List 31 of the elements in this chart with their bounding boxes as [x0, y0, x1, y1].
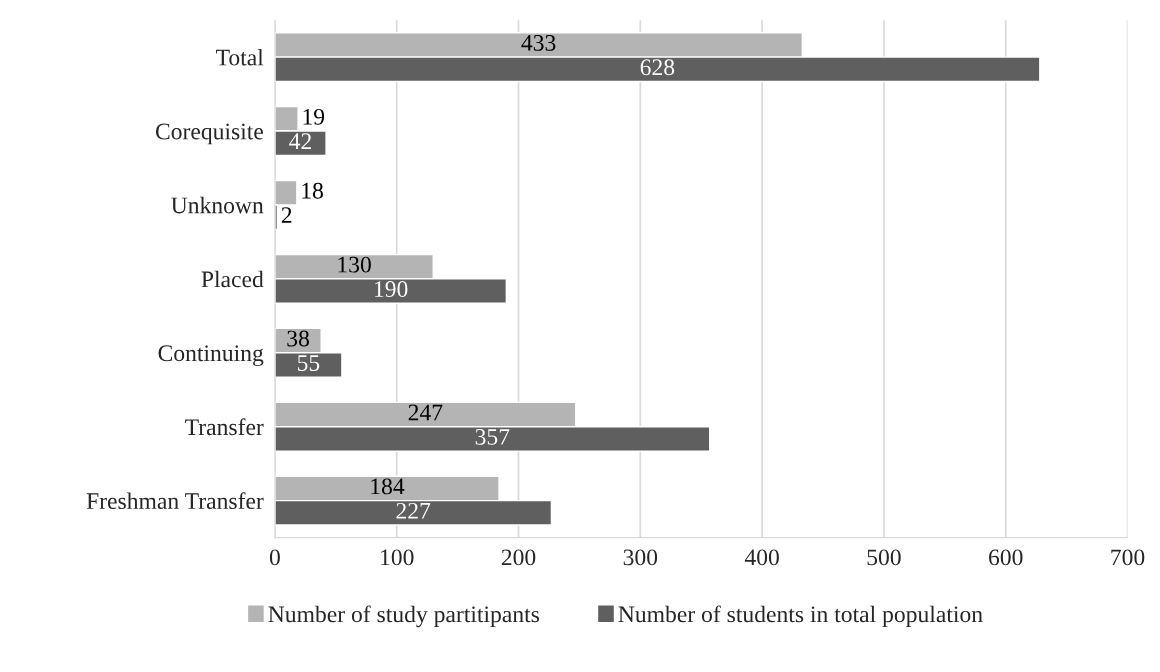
- y-tick-label: Freshman Transfer: [86, 492, 264, 510]
- x-tick-label: 200: [501, 549, 536, 566]
- data-label: 628: [640, 59, 675, 76]
- y-tick-label: Total: [216, 48, 264, 66]
- x-tick-label: 400: [744, 549, 779, 566]
- y-tick-label: Unknown: [171, 196, 264, 214]
- data-label: 247: [408, 404, 443, 421]
- data-label: 184: [371, 478, 405, 495]
- data-label: 357: [475, 428, 510, 445]
- data-label: 130: [338, 256, 371, 273]
- data-label: 42: [289, 133, 311, 149]
- data-label: 227: [396, 502, 431, 519]
- y-tick-label: Corequisite: [155, 123, 263, 145]
- legend-label: Number of students in total population: [618, 605, 983, 628]
- y-tick-label: Placed: [201, 270, 264, 288]
- data-label: 18: [302, 182, 323, 199]
- x-tick-label: 100: [381, 549, 414, 566]
- x-tick-label: 500: [867, 549, 901, 566]
- data-label: 38: [287, 330, 309, 347]
- x-tick-label: 300: [623, 549, 658, 566]
- data-label: 433: [521, 34, 556, 51]
- data-label: 2: [281, 207, 292, 223]
- x-tick-label: 600: [989, 549, 1023, 566]
- data-label: 190: [375, 281, 408, 297]
- x-tick-label: 0: [269, 549, 280, 566]
- y-tick-label: Continuing: [158, 345, 264, 367]
- data-label: 19: [303, 108, 325, 125]
- data-label: 55: [297, 355, 320, 371]
- y-tick-label: Transfer: [185, 418, 264, 436]
- legend-label: Number of study partitipants: [268, 605, 540, 628]
- x-tick-label: 700: [1111, 549, 1145, 566]
